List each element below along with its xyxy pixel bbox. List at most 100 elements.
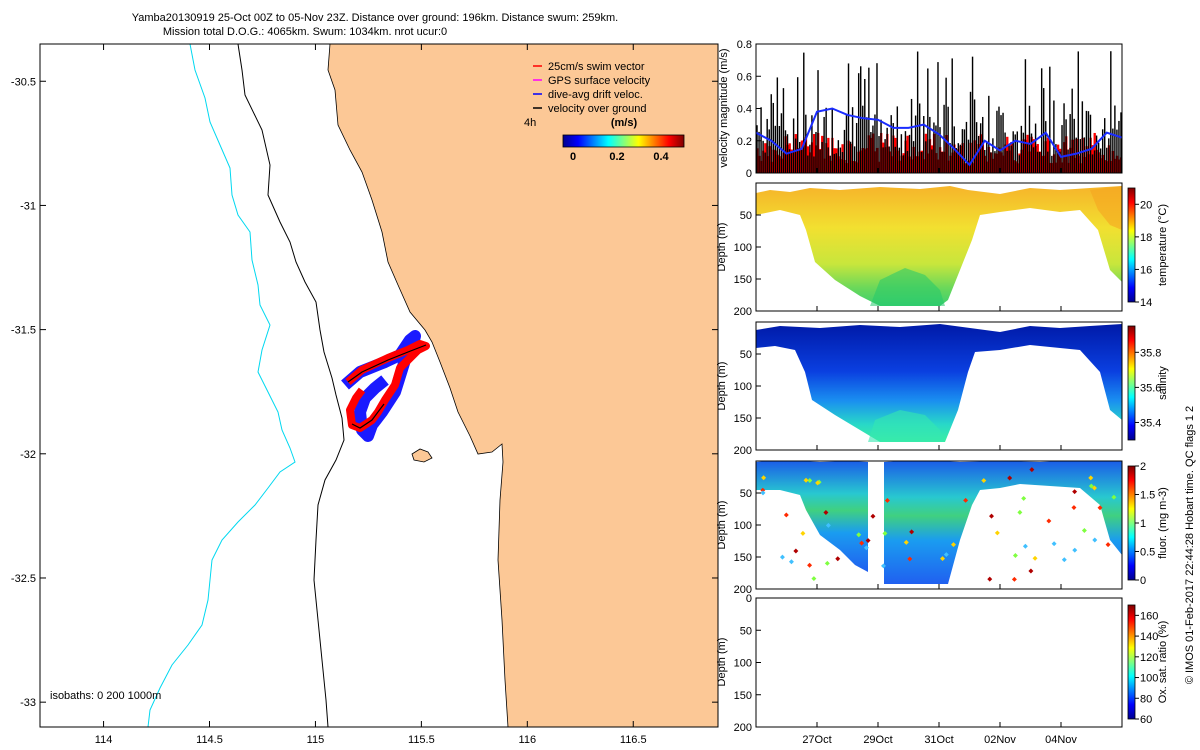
ground-speed-bar [1047, 151, 1049, 173]
fluorescence-flag-point [835, 556, 841, 562]
fluorescence-flag-point [1046, 518, 1052, 524]
speed-colorbar [562, 134, 685, 148]
ground-speed-bar [988, 95, 990, 173]
fluorescence-flag-point [1105, 542, 1111, 548]
ground-speed-bar [916, 51, 919, 173]
fluorescence-flag-point [761, 475, 767, 481]
ground-speed-bar [921, 152, 923, 173]
ground-speed-bar [790, 151, 793, 173]
ground-speed-bar [1073, 118, 1075, 173]
ground-speed-bar [957, 143, 960, 173]
time-x-axis: 27Oct 29Oct 31Oct 02Nov 04Nov [802, 168, 1077, 746]
ground-speed-bar [984, 149, 986, 173]
ground-speed-bar [872, 125, 874, 173]
ground-speed-bar [967, 139, 970, 173]
ground-speed-bar [890, 115, 892, 173]
fluorescence-flag-point [1097, 505, 1103, 511]
ground-speed-bar [841, 152, 844, 173]
depth-tick-label: 100 [734, 658, 752, 670]
ground-speed-bar [1059, 151, 1061, 173]
ground-speed-bar [864, 78, 866, 173]
depth-tick-label: 50 [740, 210, 752, 222]
fluorescence-colorbar-ticks: 0 0.5 1 1.5 2 [1135, 461, 1155, 587]
fluorescence-flag-point [824, 560, 830, 566]
ground-speed-bar [1024, 59, 1027, 173]
oxygen-colorbar-ticks: 60 80 100 120 140 160 [1135, 610, 1158, 726]
legend-vog-label: velocity over ground [548, 103, 646, 115]
ground-speed-bar [1077, 51, 1079, 173]
fluorescence-flag-point [882, 530, 888, 536]
temperature-panel: 50 100 150 200 Depth (m) 14 16 18 20 temperatu… [716, 182, 1169, 318]
colorbar-tick-label: 2 [1140, 461, 1146, 473]
fluorescence-flag-point [1092, 537, 1098, 543]
colorbar-tick-label: 16 [1140, 264, 1152, 276]
glider-track [341, 330, 430, 442]
isobath-1000 [147, 44, 296, 727]
ground-speed-bar [931, 149, 933, 173]
temperature-y-axis: 50 100 150 200 [734, 210, 761, 318]
ground-speed-bar [1038, 151, 1041, 173]
ground-speed-bar [959, 144, 962, 173]
colorbar-tick-label: 0 [1140, 575, 1146, 587]
legend-interval-label: 4h [524, 117, 536, 129]
ground-speed-bar [929, 116, 931, 173]
map-panel: 114 114.5 115 115.5 116 116.5 -30.5-31-31.5-3… [11, 43, 719, 746]
ground-speed-bar [1036, 151, 1039, 173]
colorbar-tick-label: 60 [1140, 714, 1152, 726]
fluorescence-flag-point [1072, 489, 1078, 495]
ground-speed-bar [918, 103, 921, 173]
temperature-ylabel: Depth (m) [716, 223, 728, 272]
ground-speed-bar [1028, 105, 1031, 173]
ground-speed-bar [1108, 138, 1110, 173]
velocity-y-tick-label: 0.8 [737, 39, 752, 51]
fluorescence-flag-point [793, 548, 799, 554]
ground-speed-bar [851, 107, 854, 173]
ground-speed-bar [994, 151, 996, 173]
ground-speed-bar [843, 129, 846, 173]
ground-speed-bar [937, 62, 939, 173]
ground-speed-bar [1093, 150, 1096, 173]
fluorescence-flag-point [963, 497, 969, 503]
ground-speed-bar [1051, 155, 1053, 173]
salinity-y-axis: 50 100 150 200 [734, 349, 761, 457]
depth-tick-label: 150 [734, 552, 752, 564]
fluorescence-flag-point [783, 512, 789, 518]
fluorescence-y-axis: 50 100 150 200 [734, 488, 761, 596]
ground-speed-bar [894, 146, 896, 173]
ground-speed-bar [1087, 111, 1090, 173]
depth-tick-label: 200 [734, 584, 752, 596]
fluorescence-flag-point [1012, 553, 1018, 559]
ground-speed-bar [1116, 129, 1118, 173]
ground-speed-bar [1055, 144, 1057, 173]
ground-speed-bar [882, 147, 884, 173]
temperature-colorbar-ticks: 14 16 18 20 [1135, 199, 1152, 309]
ground-speed-bar [1026, 143, 1029, 173]
salinity-colorbar-ticks: 35.4 35.6 35.8 [1135, 347, 1161, 429]
ground-speed-bar [1034, 123, 1037, 173]
ground-speed-bar [831, 109, 833, 173]
drift-velocity-line [756, 107, 1122, 167]
time-tick-label: 04Nov [1045, 734, 1077, 746]
ground-speed-bar [768, 129, 770, 173]
map-x-tick-label: 116 [519, 734, 537, 746]
ground-speed-bar [1057, 150, 1059, 173]
depth-tick-label: 150 [734, 274, 752, 286]
ground-speed-bar [764, 152, 766, 173]
ground-speed-bar [888, 146, 890, 173]
ground-speed-bar [1063, 103, 1065, 173]
map-y-tick-label: -31 [20, 200, 36, 212]
fluorescence-flag-point [987, 576, 993, 582]
swim-speed-bar [812, 134, 816, 173]
ground-speed-bar [870, 132, 872, 173]
ground-speed-bar [939, 127, 941, 173]
map-x-tick-label: 115.5 [408, 734, 435, 746]
ground-speed-bar [1018, 155, 1021, 173]
fluorescence-field-segment1 [756, 461, 868, 572]
ground-speed-bar [1071, 88, 1073, 173]
ground-speed-bar [977, 135, 980, 173]
ground-speed-bar [811, 115, 813, 173]
fluorescence-flag-point [907, 556, 913, 562]
ground-speed-bar [813, 156, 815, 173]
ground-speed-bar [1069, 114, 1071, 173]
fluorescence-flag-point [881, 563, 886, 569]
